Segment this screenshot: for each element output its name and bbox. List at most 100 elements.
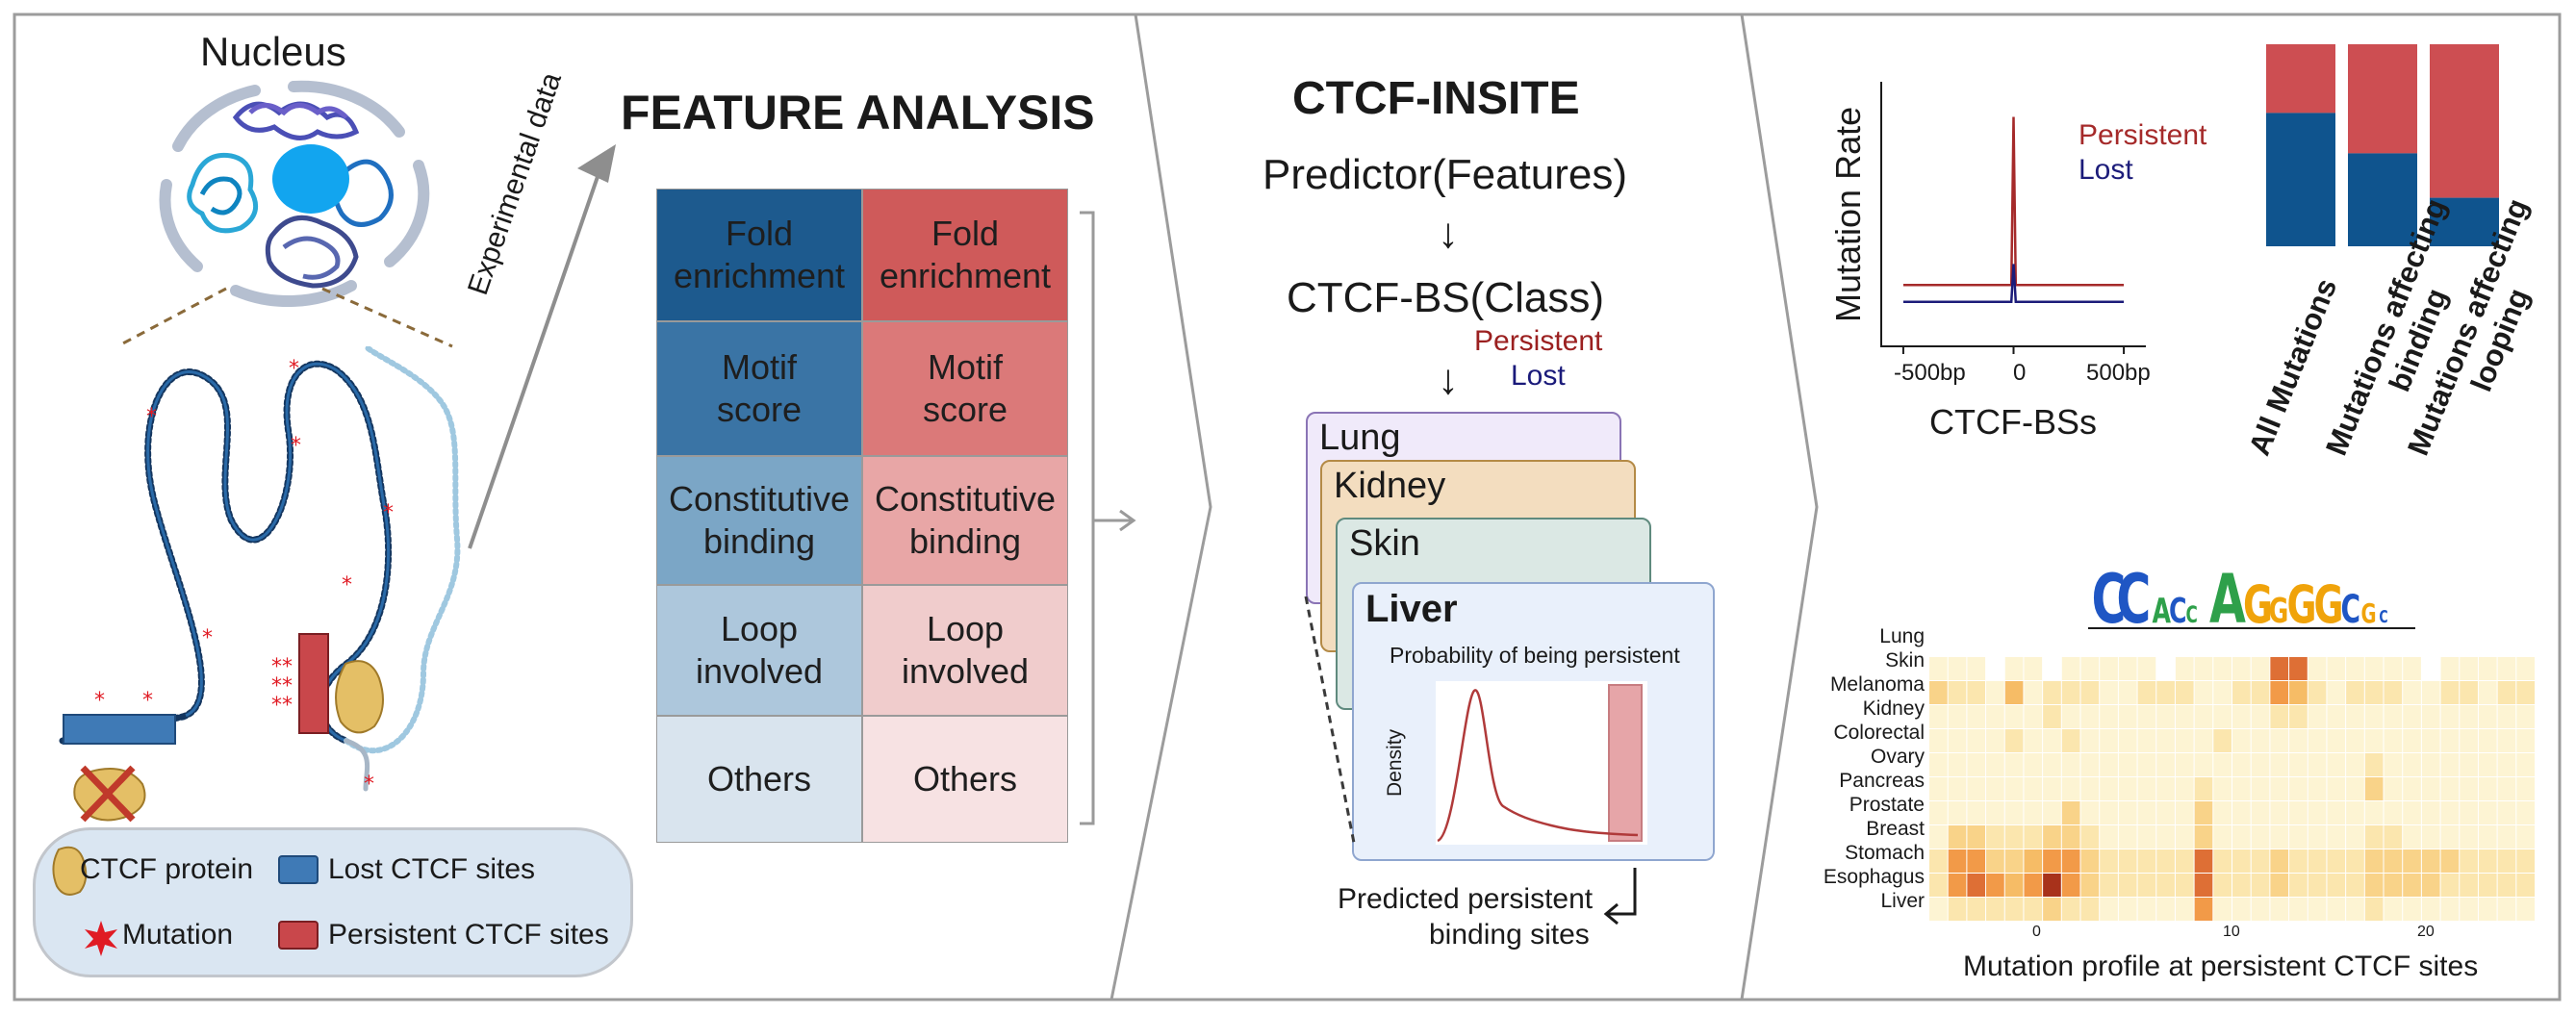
bar-segment-lost-2 [2430, 197, 2499, 246]
svg-text:*: * [291, 434, 301, 458]
heatmap-cell [2251, 777, 2270, 800]
heatmap-cell [2004, 657, 2024, 680]
heatmap-cell [2403, 633, 2421, 656]
heatmap-cell [2213, 633, 2232, 656]
heatmap-cell [2061, 753, 2080, 776]
heatmap-cell [2194, 874, 2213, 897]
heatmap-cell [2080, 657, 2100, 680]
heatmap-cell [2061, 681, 2080, 704]
heatmap-cell [2175, 801, 2194, 824]
heatmap-cell [1929, 825, 1948, 849]
heatmap-cell [2156, 849, 2175, 873]
class-persistent-label: Persistent [1474, 325, 1603, 357]
heatmap-cell [2403, 825, 2421, 849]
heatmap-cell [2251, 633, 2270, 656]
heatmap-cell [2403, 777, 2421, 800]
heatmap-cell [2270, 874, 2289, 897]
heatmap-cell [1948, 849, 1967, 873]
heatmap-cell [2175, 825, 2194, 849]
heatmap-cell [2213, 849, 2232, 873]
feature-cell-left-1: Motif score [656, 321, 862, 456]
heatmap-cell [2460, 777, 2478, 800]
heatmap-cell [2118, 777, 2137, 800]
heatmap-cell [2497, 681, 2516, 704]
heatmap-cell [2043, 729, 2061, 752]
svg-text:A: A [2209, 561, 2246, 630]
heatmap-cell [1929, 729, 1948, 752]
heatmap-cell [2421, 753, 2440, 776]
svg-text:*: * [383, 501, 394, 525]
heatmap-cell [2327, 801, 2346, 824]
heatmap-cell [2308, 633, 2327, 656]
feature-cell-left-0: Fold enrichment [656, 189, 862, 321]
heatmap-cell [2213, 753, 2232, 776]
heatmap-cell [2137, 681, 2156, 704]
heatmap-cell [2440, 633, 2460, 656]
heatmap-cell [2364, 898, 2384, 921]
heatmap-cell [2043, 898, 2061, 921]
heatmap-cell [2270, 777, 2289, 800]
heatmap-cell [2024, 777, 2043, 800]
tissue-card-label: Skin [1349, 523, 1420, 564]
heatmap-cell [2478, 874, 2497, 897]
heatmap-cell [2232, 705, 2251, 728]
heatmap-cell [2460, 681, 2478, 704]
heatmap-cell [2232, 681, 2251, 704]
heatmap-cell [2194, 633, 2213, 656]
heatmap-cell [2061, 874, 2080, 897]
heatmap-cell [2194, 849, 2213, 873]
heatmap-cell [2516, 633, 2535, 656]
tissue-row-label: Breast [1866, 818, 1925, 840]
heatmap-cell [1948, 729, 1967, 752]
heatmap-cell [2460, 705, 2478, 728]
svg-text:G: G [2361, 598, 2377, 629]
heatmap-cell [2384, 633, 2403, 656]
heatmap-cell [2346, 898, 2364, 921]
heatmap-cell [2004, 633, 2024, 656]
svg-text:*: * [342, 573, 352, 597]
heatmap-cell [2289, 681, 2308, 704]
heatmap-cell [2516, 825, 2535, 849]
heatmap-cell [2403, 801, 2421, 824]
heatmap-cell [1986, 801, 2004, 824]
heatmap-cell [2004, 681, 2024, 704]
svg-text:*: * [146, 405, 157, 429]
heatmap-cell [2080, 705, 2100, 728]
heatmap-cell [2251, 898, 2270, 921]
heatmap-cell [2061, 898, 2080, 921]
heatmap-cell [2137, 633, 2156, 656]
heatmap-cell [2421, 874, 2440, 897]
tissue-row-label: Pancreas [1839, 770, 1925, 792]
heatmap-cell [2440, 898, 2460, 921]
heatmap-cell [2270, 657, 2289, 680]
heatmap-cell [2251, 825, 2270, 849]
heatmap-cell [2421, 849, 2440, 873]
heatmap-cell [2497, 874, 2516, 897]
heatmap-cell [1948, 705, 1967, 728]
heatmap-cell [1929, 777, 1948, 800]
heatmap-cell [2346, 801, 2364, 824]
heatmap-cell [2100, 681, 2118, 704]
heatmap-cell [2270, 849, 2289, 873]
heatmap-cell [2421, 633, 2440, 656]
heatmap-cell [2403, 874, 2421, 897]
heatmap-cell [2403, 753, 2421, 776]
heatmap-cell [2118, 729, 2137, 752]
heatmap-cell [2137, 705, 2156, 728]
heatmap-cell [2194, 801, 2213, 824]
heatmap-cell [1986, 657, 2004, 680]
heatmap-cell [2460, 898, 2478, 921]
zoom-lines [116, 287, 453, 348]
heatmap-cell [2421, 657, 2440, 680]
heatmap-cell [2043, 681, 2061, 704]
heatmap-cell [2137, 874, 2156, 897]
svg-text:*: * [364, 773, 374, 797]
heatmap-cell [1929, 898, 1948, 921]
heatmap-cell [2497, 849, 2516, 873]
heatmap-cell [2175, 681, 2194, 704]
heatmap-cell [2497, 729, 2516, 752]
heatmap-cell [2024, 898, 2043, 921]
heatmap-cell [2308, 753, 2327, 776]
heatmap-cell [2516, 777, 2535, 800]
series-line-lost [1902, 264, 2125, 304]
